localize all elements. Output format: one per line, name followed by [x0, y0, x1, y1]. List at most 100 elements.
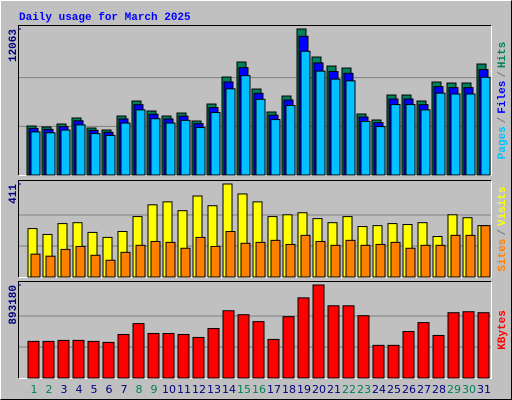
- bar: [102, 341, 115, 379]
- bar: [27, 340, 40, 379]
- bar: [450, 93, 461, 176]
- bar: [465, 234, 476, 278]
- bar: [195, 127, 206, 176]
- bar: [252, 321, 265, 379]
- bar: [285, 105, 296, 176]
- x-tick-label: 4: [76, 383, 83, 396]
- bar: [255, 98, 266, 176]
- legend-entry: Hits: [497, 42, 509, 68]
- x-tick-label: 19: [297, 383, 311, 396]
- x-tick-label: 25: [387, 383, 401, 396]
- x-tick-label: 28: [432, 383, 446, 396]
- x-tick-label: 16: [252, 383, 266, 396]
- bar: [447, 312, 460, 379]
- bar: [357, 315, 370, 379]
- bar: [165, 241, 176, 278]
- bar: [312, 284, 325, 379]
- bar: [177, 333, 190, 379]
- bar: [477, 312, 490, 379]
- bar: [237, 314, 250, 379]
- bar: [120, 251, 131, 278]
- bar: [180, 247, 191, 278]
- bar: [315, 240, 326, 278]
- x-tick-label: 24: [372, 383, 386, 396]
- panel-shadow: [18, 180, 492, 278]
- panel-highlight: [18, 281, 492, 379]
- bar: [135, 244, 146, 278]
- x-tick-label: 20: [312, 383, 326, 396]
- bar: [87, 340, 100, 379]
- x-tick-label: 21: [327, 383, 341, 396]
- y-tick-label: 12063: [8, 29, 20, 62]
- bar: [132, 323, 145, 379]
- bar: [402, 330, 415, 379]
- bar: [210, 245, 221, 278]
- bar: [192, 336, 205, 379]
- bar: [372, 344, 385, 379]
- x-tick-label: 29: [447, 383, 461, 396]
- y-tick-label: 411: [8, 184, 20, 204]
- panel-shadow: [18, 281, 492, 379]
- bar: [30, 131, 41, 176]
- x-tick-label: 5: [91, 383, 98, 396]
- bar: [75, 124, 86, 176]
- bar: [90, 133, 101, 176]
- legend-entry: Files: [497, 81, 509, 114]
- x-tick-label: 7: [121, 383, 128, 396]
- x-tick-label: 17: [267, 383, 281, 396]
- bar: [342, 305, 355, 379]
- bar: [150, 118, 161, 176]
- bar: [300, 50, 311, 176]
- legend-separator: /: [497, 71, 509, 78]
- bar: [30, 253, 41, 278]
- bar: [330, 78, 341, 176]
- bar: [60, 248, 71, 278]
- bar: [165, 122, 176, 176]
- bar: [375, 126, 386, 176]
- bar: [150, 240, 161, 278]
- x-tick-label: 9: [151, 383, 158, 396]
- x-tick-label: 26: [402, 383, 416, 396]
- x-tick-label: 6: [106, 383, 113, 396]
- legend: KBytes: [497, 310, 509, 350]
- x-tick-label: 3: [61, 383, 68, 396]
- x-tick-label: 8: [136, 383, 143, 396]
- x-tick-label: 30: [462, 383, 476, 396]
- bar: [360, 244, 371, 278]
- bar: [60, 129, 71, 176]
- bar: [375, 243, 386, 278]
- bar: [432, 334, 445, 379]
- legend-entry: KBytes: [497, 310, 509, 350]
- x-tick-label: 15: [237, 383, 251, 396]
- bar: [300, 234, 311, 278]
- bar: [297, 297, 310, 379]
- bar: [270, 119, 281, 176]
- bar: [195, 236, 206, 278]
- bar: [405, 247, 416, 278]
- bar: [90, 254, 101, 278]
- x-tick-label: 1: [31, 383, 38, 396]
- bar: [180, 119, 191, 176]
- chart-title: Daily usage for March 2025: [19, 12, 191, 24]
- legend-separator: /: [497, 229, 509, 236]
- x-tick-label: 18: [282, 383, 296, 396]
- legend: Sites / Visits: [497, 186, 509, 271]
- bar: [45, 255, 56, 278]
- bar: [420, 244, 431, 278]
- bar: [387, 344, 400, 379]
- legend-entry: Visits: [497, 186, 509, 226]
- x-tick-label: 27: [417, 383, 431, 396]
- bar: [345, 239, 356, 278]
- x-tick-label: 31: [477, 383, 491, 396]
- bar: [270, 239, 281, 278]
- bar: [117, 333, 130, 379]
- bar: [105, 134, 116, 176]
- bar: [105, 259, 116, 278]
- bar: [345, 80, 356, 176]
- x-tick-label: 2: [46, 383, 53, 396]
- legend-entry: Sites: [497, 239, 509, 272]
- bar: [162, 332, 175, 379]
- bar: [72, 339, 85, 379]
- x-tick-label: 11: [177, 383, 191, 396]
